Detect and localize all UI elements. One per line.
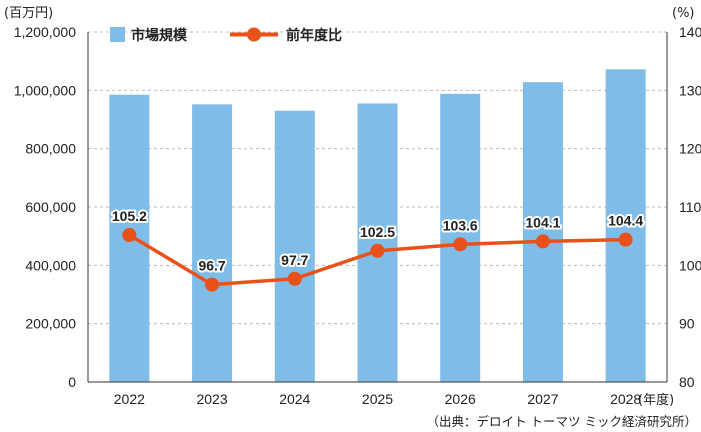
line-point — [535, 234, 550, 249]
legend-label-market-size: 市場規模 — [131, 27, 188, 44]
line-point — [205, 277, 220, 292]
data-label: 96.7 — [198, 258, 225, 274]
left-axis-unit: (百万円) — [4, 6, 53, 21]
line-point — [453, 237, 468, 252]
right-tick-label: 140 — [679, 24, 701, 40]
x-tick-label: 2027 — [527, 391, 558, 407]
line-point — [618, 232, 633, 247]
left-tick-label: 600,000 — [25, 199, 76, 215]
legend-label-yoy: 前年度比 — [286, 27, 342, 44]
data-labels: 105.2 96.7 97.7 102.5 103.6 104.1 104.4 — [110, 206, 646, 276]
left-tick-label: 1,200,000 — [14, 24, 76, 40]
left-tick-label: 200,000 — [25, 316, 76, 332]
right-tick-label: 130 — [679, 82, 701, 98]
x-axis-unit: (年度) — [638, 392, 674, 408]
left-tick-label: 1,000,000 — [14, 82, 76, 98]
x-tick-label: 2024 — [279, 391, 310, 407]
bar-series — [109, 69, 646, 383]
right-tick-label: 120 — [679, 141, 701, 157]
line-point — [287, 271, 302, 286]
line-series — [122, 228, 633, 292]
data-label: 102.5 — [360, 224, 395, 240]
x-tick-label: 2022 — [114, 391, 145, 407]
x-tick-label: 2028 — [610, 391, 641, 407]
data-label: 105.2 — [112, 208, 147, 224]
left-tick-label: 800,000 — [25, 141, 76, 157]
x-tick-label: 2026 — [445, 391, 476, 407]
axes: 0 200,000 400,000 600,000 800,000 1,000,000 1,… — [14, 24, 701, 407]
data-label: 104.4 — [608, 213, 643, 229]
right-axis-unit: (%) — [672, 6, 695, 21]
left-tick-label: 400,000 — [25, 257, 76, 273]
left-tick-label: 0 — [68, 374, 76, 390]
x-tick-label: 2023 — [196, 391, 227, 407]
line-point — [370, 243, 385, 258]
right-tick-label: 100 — [679, 257, 701, 273]
source-note: （出典：デロイト トーマツ ミック経済研究所） — [427, 414, 697, 429]
legend: 市場規模 前年度比 — [110, 27, 342, 44]
bar — [605, 69, 646, 382]
legend-swatch-market-size — [110, 27, 125, 42]
bar — [274, 110, 315, 382]
bar — [522, 82, 563, 383]
data-label: 104.1 — [525, 214, 560, 230]
bar — [192, 104, 233, 382]
right-tick-label: 110 — [679, 199, 701, 215]
right-tick-label: 80 — [679, 374, 695, 390]
line-point — [122, 228, 137, 242]
data-label: 103.6 — [443, 217, 478, 233]
bar — [357, 103, 398, 382]
legend-marker-yoy — [247, 27, 261, 42]
right-tick-label: 90 — [679, 316, 695, 332]
data-label: 97.7 — [281, 252, 308, 268]
x-tick-label: 2025 — [362, 391, 393, 407]
